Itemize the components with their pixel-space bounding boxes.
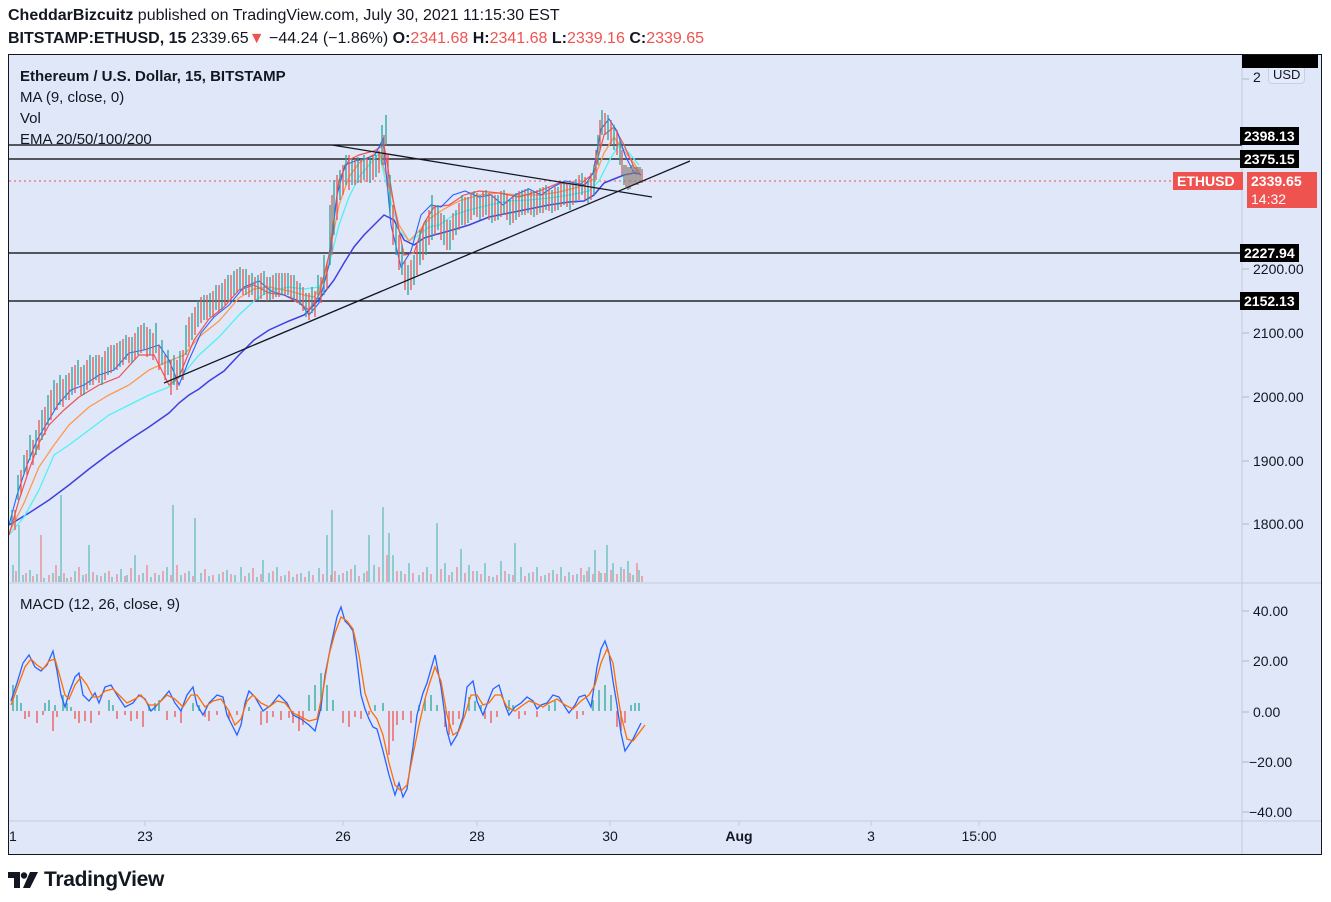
price-tick: 2200.00 <box>1253 261 1304 277</box>
high-value: 2341.68 <box>489 30 548 47</box>
macd-tick: −40.00 <box>1249 804 1293 820</box>
time-label: 23 <box>137 828 153 844</box>
macd-histogram <box>12 673 640 755</box>
time-label: 30 <box>602 828 618 844</box>
chart-title[interactable]: Ethereum / U.S. Dollar, 15, BITSTAMP <box>20 68 286 85</box>
level-tag-2152: 2152.13 <box>1240 292 1299 310</box>
horizontal-levels <box>9 144 1242 302</box>
macd-tick: −20.00 <box>1249 754 1293 770</box>
close-label: C: <box>629 30 647 47</box>
candlesticks <box>11 110 643 530</box>
open-value: 2341.68 <box>410 30 469 47</box>
tradingview-logo[interactable]: TradingView <box>8 868 164 892</box>
tradingview-logo-icon <box>8 872 38 888</box>
low-value: 2339.16 <box>567 30 625 47</box>
chart-canvas[interactable] <box>9 55 1322 855</box>
descending-trendline <box>331 144 653 198</box>
macd-tick: 0.00 <box>1253 704 1281 720</box>
published-text: published on TradingView.com, July 30, 2… <box>137 7 560 24</box>
indicator-ema[interactable]: EMA 20/50/100/200 <box>20 131 152 148</box>
price-tick: 2000.00 <box>1253 389 1304 405</box>
level-tag-2227: 2227.94 <box>1240 244 1299 262</box>
close-value: 2339.65 <box>646 30 705 47</box>
logo-text: TradingView <box>44 868 165 891</box>
current-price-tag: 2339.65 14:32 <box>1247 172 1317 208</box>
ascending-trendline <box>163 160 691 384</box>
time-ticks <box>144 821 980 826</box>
ma9-line <box>9 118 642 526</box>
chart-frame[interactable]: Ethereum / U.S. Dollar, 15, BITSTAMP MA … <box>8 54 1322 855</box>
time-label: 28 <box>469 828 485 844</box>
current-price-value: 2339.65 <box>1251 173 1302 189</box>
symbol-tag: ETHUSD <box>1173 172 1243 190</box>
publish-info: CheddarBizcuitz published on TradingView… <box>8 6 560 26</box>
price-tick: 2100.00 <box>1253 325 1304 341</box>
down-arrow-icon: ▼ <box>248 30 265 47</box>
macd-tick: 20.00 <box>1253 653 1289 669</box>
macd-tick: 40.00 <box>1253 603 1289 619</box>
volume-bars <box>12 495 643 582</box>
author-name[interactable]: CheddarBizcuitz <box>8 7 134 24</box>
level-tag-2375: 2375.15 <box>1240 150 1299 168</box>
high-label: H: <box>472 30 490 47</box>
signal-line <box>10 616 646 792</box>
time-label-month: Aug <box>725 828 753 844</box>
bar-countdown: 14:32 <box>1251 191 1287 207</box>
ema100-line <box>9 144 640 536</box>
time-label: 15:00 <box>961 828 997 844</box>
open-label: O: <box>392 30 411 47</box>
price-tick: 1800.00 <box>1253 516 1304 532</box>
indicator-vol[interactable]: Vol <box>20 110 41 127</box>
symbol-label: BITSTAMP:ETHUSD, 15 <box>8 30 187 47</box>
last-price: 2339.65 <box>190 30 249 47</box>
macd-line <box>10 604 642 799</box>
level-tag-2398: 2398.13 <box>1240 127 1299 145</box>
ema200-line <box>9 172 640 526</box>
indicator-ma[interactable]: MA (9, close, 0) <box>20 89 125 106</box>
level-tag-top-partial <box>1242 55 1318 68</box>
low-label: L: <box>551 30 568 47</box>
time-label: 26 <box>335 828 351 844</box>
price-change: −44.24 (−1.86%) <box>268 30 389 47</box>
time-label: 3 <box>867 828 875 844</box>
symbol-info-bar: BITSTAMP:ETHUSD, 15 2339.65▼ −44.24 (−1.… <box>8 29 704 49</box>
indicator-macd[interactable]: MACD (12, 26, close, 9) <box>20 596 181 613</box>
ema50-line <box>9 135 640 534</box>
time-label: 21 <box>8 828 17 844</box>
price-tick: 1900.00 <box>1253 453 1304 469</box>
